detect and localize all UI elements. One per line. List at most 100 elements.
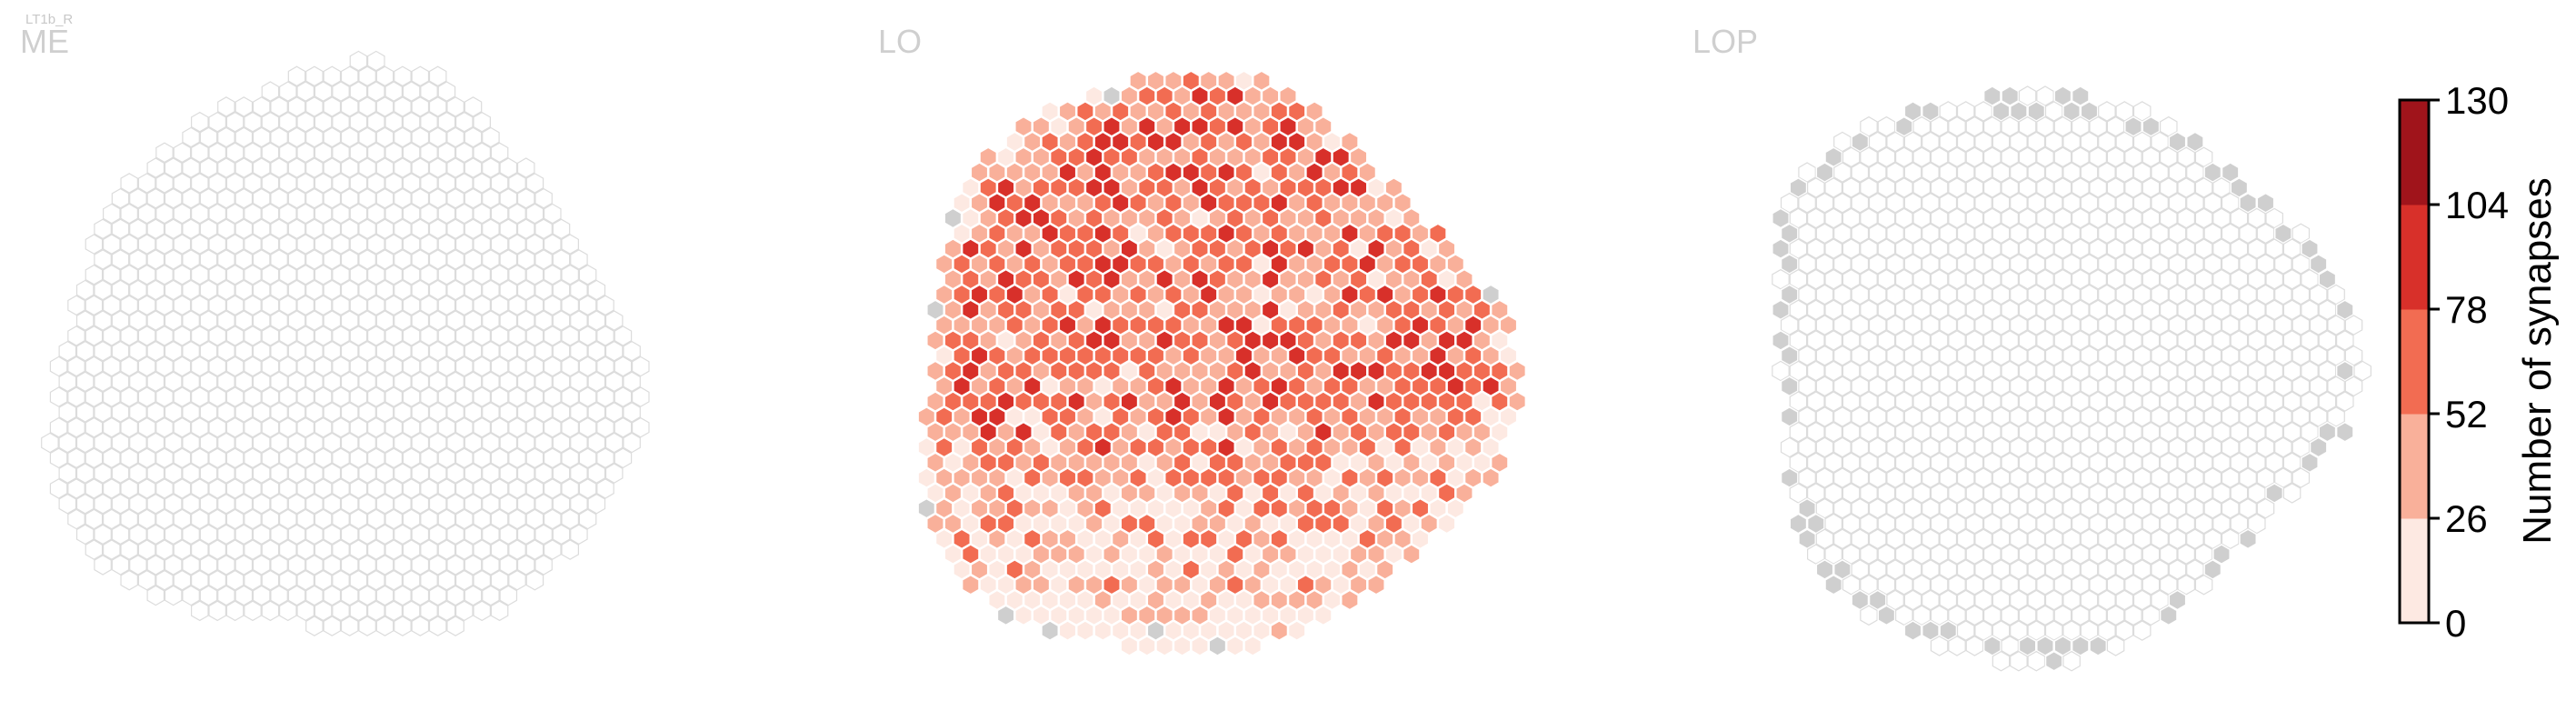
hex-cell-empty [516, 432, 535, 454]
hex-cell [1243, 85, 1263, 107]
hex-cell-empty [1948, 115, 1966, 137]
hex-cell [1137, 176, 1156, 198]
hex-cell [1243, 574, 1263, 596]
hex-cell-empty [394, 340, 412, 362]
hex-cell-empty [67, 295, 85, 316]
hex-cell-empty [1930, 544, 1949, 565]
hex-cell-empty [490, 569, 509, 591]
hex-cell [1252, 223, 1271, 245]
hex-cell-empty [437, 81, 456, 102]
hex-cell-empty [137, 325, 156, 346]
hex-cell-empty [614, 325, 633, 346]
hex-cell-empty [2212, 268, 2231, 290]
hex-cell-empty [1930, 177, 1949, 198]
hex-cell-empty [367, 447, 385, 469]
hex-cell [1473, 421, 1492, 443]
hex-cell-empty [2282, 391, 2301, 412]
hex-cell-missing [2273, 223, 2292, 245]
hex-cell [1075, 100, 1094, 122]
hex-cell-empty [2309, 315, 2328, 335]
hex-cell [1014, 238, 1033, 260]
hex-cell-empty [384, 173, 403, 194]
hex-cell [1384, 513, 1403, 535]
hex-cell-empty [1930, 452, 1949, 474]
hex-cell [1358, 315, 1377, 336]
hex-cell-empty [2018, 146, 2037, 168]
hex-cell-empty [1983, 574, 2002, 596]
hex-cell [1428, 253, 1447, 275]
hex-cell-empty [146, 187, 165, 209]
hex-cell-empty [155, 539, 174, 560]
hex-cell-empty [2089, 299, 2107, 321]
hex-cell-empty [323, 524, 342, 546]
hex-cell-empty [2186, 406, 2204, 427]
hex-cell [1482, 406, 1501, 427]
hex-cell-empty [75, 493, 95, 515]
hex-cell-empty [296, 173, 315, 194]
hex-cell-empty [2344, 315, 2363, 335]
hex-cell-empty [2001, 452, 2019, 474]
hex-cell [1305, 100, 1324, 122]
hex-cell [1163, 528, 1183, 550]
hex-cell-empty [2089, 574, 2107, 596]
hex-cell-empty [2132, 376, 2152, 397]
hex-cell [1182, 436, 1201, 458]
hex-cell-empty [1886, 528, 1904, 550]
hex-cell-empty [2194, 391, 2213, 412]
hex-cell [1473, 391, 1492, 413]
hex-cell [1058, 528, 1077, 550]
hex-cell-empty [2160, 146, 2178, 168]
hex-cell-empty [1860, 421, 1878, 443]
hex-cell [1191, 176, 1209, 198]
hex-cell-empty [1877, 360, 1896, 382]
hex-cell [979, 299, 998, 321]
hex-cell-empty [358, 279, 376, 301]
hex-cell-empty [1939, 192, 1958, 214]
hex-cell-empty [367, 416, 385, 438]
hex-cell-empty [217, 524, 235, 546]
hex-cell-empty [2256, 497, 2275, 519]
hex-cell [1137, 299, 1156, 321]
hex-cell [1155, 115, 1174, 137]
hex-cell-empty [516, 555, 535, 576]
hex-cell [1208, 115, 1227, 137]
hex-cell [1420, 329, 1439, 351]
hex-cell [944, 391, 963, 413]
hex-cell-empty [1965, 452, 1984, 474]
hex-cell-empty [323, 96, 342, 117]
hex-cell-empty [2291, 436, 2311, 458]
hex-cell-empty [2018, 238, 2037, 259]
hex-cell [1146, 100, 1165, 122]
hex-cell [1120, 513, 1139, 535]
hex-cell-empty [225, 295, 245, 316]
hex-cell-empty [1992, 345, 2011, 366]
hex-cell [1340, 223, 1359, 245]
hex-cell-empty [1965, 391, 1984, 412]
hex-cell [934, 345, 954, 366]
hex-cell-empty [296, 416, 315, 438]
hex-cell [1032, 391, 1051, 413]
hex-cell-empty [384, 203, 403, 225]
hex-cell-empty [1922, 436, 1940, 458]
hex-cell [1455, 421, 1473, 443]
hex-cell-empty [2203, 467, 2222, 488]
hex-cell-empty [252, 279, 271, 301]
hex-cell-empty [1815, 376, 1834, 397]
hex-cell [961, 207, 980, 229]
hex-cell-empty [2027, 192, 2046, 214]
hex-cell-empty [182, 493, 200, 515]
hex-cell-empty [561, 478, 579, 499]
hex-cell-empty [394, 187, 412, 209]
hex-cell-empty [279, 264, 297, 285]
hex-cell-empty [587, 310, 606, 331]
hex-cell-empty [446, 157, 464, 178]
hex-cell-empty [296, 325, 315, 346]
hex-cell-empty [411, 340, 430, 362]
hex-cell-empty [1956, 162, 1975, 183]
hex-cell-empty [446, 432, 464, 454]
hex-cell [1075, 192, 1094, 214]
hex-cell-empty [2248, 452, 2266, 474]
hex-cell [1075, 253, 1094, 275]
hex-cell-empty [332, 81, 350, 102]
hex-cell [1455, 482, 1473, 504]
